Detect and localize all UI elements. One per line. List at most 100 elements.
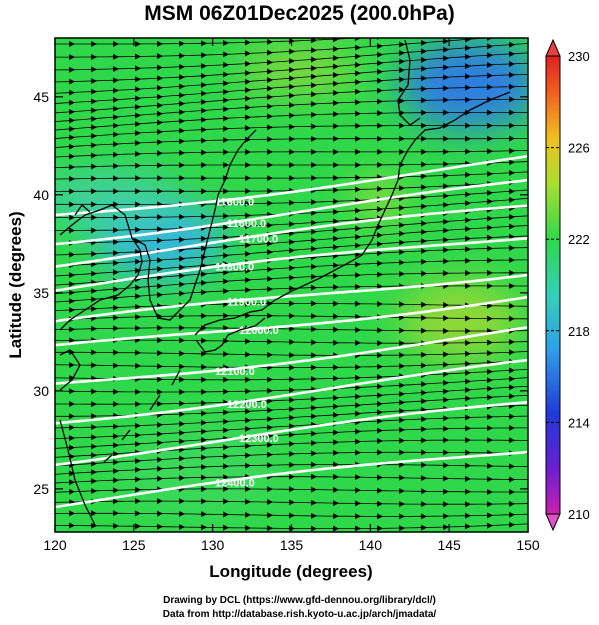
wind-arrow — [157, 119, 163, 126]
wind-arrow — [399, 222, 405, 229]
wind-arrow — [421, 327, 427, 334]
wind-arrow — [399, 417, 405, 424]
wind-arrow — [399, 249, 405, 256]
wind-arrow — [179, 388, 185, 395]
wind-arrow — [179, 429, 185, 436]
wind-arrow — [355, 174, 361, 181]
wind-arrow — [267, 338, 273, 345]
wind-arrow — [421, 258, 427, 265]
wind-arrow — [289, 92, 295, 99]
wind-arrow — [135, 140, 141, 147]
wind-arrow — [135, 214, 141, 221]
wind-arrow — [333, 123, 339, 130]
wind-arrow — [377, 122, 383, 129]
wind-arrow — [509, 463, 515, 470]
wind-arrow — [201, 337, 207, 344]
wind-arrow — [421, 31, 427, 37]
wind-arrow — [355, 364, 361, 371]
wind-arrow — [201, 400, 207, 407]
wind-arrow — [289, 339, 295, 346]
wind-arrow — [113, 188, 119, 195]
wind-arrow — [69, 164, 75, 171]
wind-arrow — [179, 52, 185, 59]
wind-arrow — [179, 420, 185, 427]
wind-arrow — [333, 339, 339, 346]
wind-arrow — [245, 267, 251, 274]
wind-arrow — [135, 422, 141, 429]
wind-arrow — [333, 439, 339, 446]
wind-arrow — [487, 52, 493, 59]
wind-arrow — [223, 106, 229, 113]
wind-arrow — [333, 111, 339, 118]
colorbar-top-arrow — [545, 38, 561, 57]
wind-arrow — [421, 462, 427, 469]
wind-arrow — [399, 97, 405, 104]
wind-arrow — [267, 376, 273, 383]
wind-arrow — [91, 250, 97, 257]
wind-arrow — [487, 425, 493, 432]
wind-arrow — [201, 463, 207, 470]
wind-arrow — [289, 48, 295, 55]
wind-arrow — [91, 305, 97, 312]
wind-arrow — [201, 81, 207, 88]
wind-arrow — [91, 413, 97, 420]
wind-arrow — [289, 387, 295, 394]
wind-arrow — [509, 41, 515, 48]
wind-arrow — [421, 161, 427, 168]
wind-arrow — [113, 77, 119, 84]
wind-arrow — [69, 66, 75, 73]
wind-arrow — [465, 84, 471, 91]
wind-arrow — [487, 135, 493, 142]
wind-arrow — [421, 109, 427, 116]
wind-arrow — [311, 237, 317, 244]
wind-arrow — [113, 388, 119, 395]
wind-arrow — [399, 41, 405, 48]
wind-arrow — [399, 50, 405, 57]
wind-arrow — [267, 148, 273, 155]
wind-arrow — [355, 326, 361, 333]
wind-arrow — [113, 433, 119, 440]
wind-arrow — [179, 400, 185, 407]
wind-arrow — [465, 217, 471, 224]
wind-arrow — [69, 326, 75, 333]
wind-arrow — [179, 350, 185, 357]
wind-arrow — [377, 68, 383, 75]
wind-arrow — [355, 53, 361, 60]
wind-arrow — [289, 112, 295, 119]
wind-arrow — [289, 221, 295, 228]
height-contour — [55, 295, 528, 347]
y-tick-label: 25 — [33, 481, 49, 497]
wind-and-contours: 11600.0 11600.0 11700.0 11800.0 11900.0 12000… — [55, 31, 528, 532]
wind-arrow — [113, 201, 119, 208]
wind-arrow — [135, 293, 141, 300]
wind-arrow — [69, 272, 75, 279]
wind-arrow — [333, 300, 339, 307]
wind-arrow — [355, 122, 361, 129]
wind-arrow — [311, 326, 317, 333]
wind-arrow — [91, 175, 97, 182]
wind-arrow — [465, 73, 471, 80]
wind-arrow — [465, 315, 471, 322]
wind-arrow — [487, 377, 493, 384]
wind-arrow — [377, 340, 383, 347]
wind-arrow — [135, 284, 141, 291]
wind-arrow — [355, 88, 361, 95]
wind-arrow — [69, 337, 75, 344]
wind-arrow — [377, 400, 383, 407]
wind-arrow — [399, 449, 405, 456]
wind-arrow — [245, 148, 251, 155]
wind-arrow — [289, 58, 295, 65]
wind-arrow — [399, 437, 405, 444]
wind-arrow — [421, 220, 427, 227]
wind-arrow — [91, 152, 97, 159]
wind-arrow — [465, 425, 471, 432]
wind-arrow — [179, 100, 185, 107]
wind-arrow — [487, 437, 493, 444]
wind-arrow — [157, 266, 163, 273]
wind-arrow — [135, 388, 141, 395]
wind-arrow — [245, 287, 251, 294]
wind-arrow — [245, 78, 251, 85]
wind-arrow — [113, 105, 119, 112]
wind-arrow — [377, 271, 383, 278]
footer-credit: Drawing by DCL (https://www.gfd-dennou.o… — [163, 595, 436, 606]
